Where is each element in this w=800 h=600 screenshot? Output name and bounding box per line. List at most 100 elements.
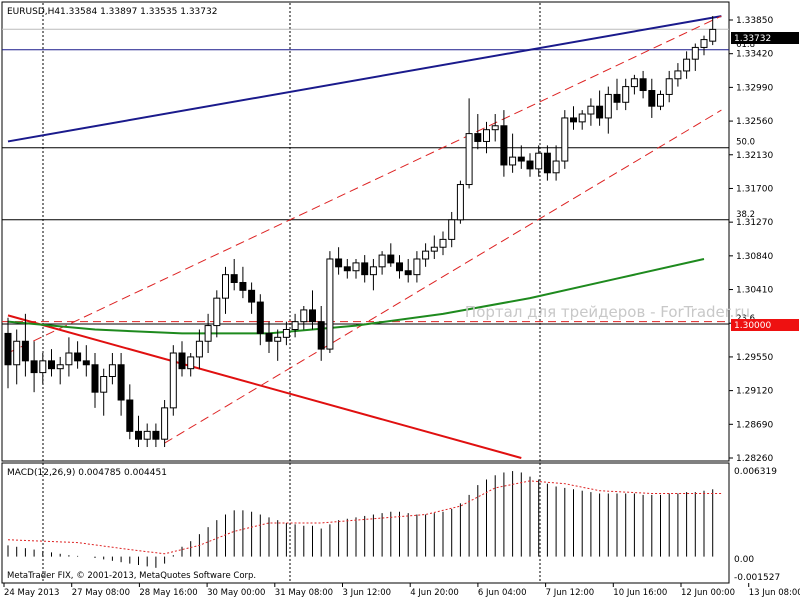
candle-bull [187, 356, 195, 370]
time-label: 6 Jun 04:00 [478, 588, 527, 598]
candle-bull [300, 309, 308, 323]
candle-bear [404, 270, 412, 276]
candle-bull [456, 184, 464, 221]
time-label: 10 Jun 16:00 [613, 588, 667, 598]
candle-bull [578, 113, 586, 123]
trend-lines [7, 15, 722, 459]
candle-bear [309, 309, 316, 323]
candle-bear [543, 152, 551, 174]
trend-line-support [7, 314, 522, 459]
candle-bear [613, 93, 621, 103]
price-tick-label: 1.28690 [736, 420, 773, 430]
fib-label: 38.2 [736, 210, 755, 220]
candle-bull [369, 266, 377, 276]
candle-bull [213, 297, 221, 327]
macd-scale-bottom: -0.001527 [734, 573, 780, 583]
candle-bull [39, 360, 47, 374]
candle-bull [587, 105, 595, 115]
candle-bull [195, 340, 203, 358]
candle-bull [665, 78, 673, 95]
candle-bull [483, 129, 490, 142]
current-price-tag [731, 32, 799, 44]
candle-bull [56, 364, 64, 370]
candle-bear [526, 160, 534, 170]
candle-bear [74, 352, 82, 362]
ohlc-label: 1.33584 1.33897 1.33535 1.33732 [60, 7, 217, 17]
price-tick-label: 1.33420 [736, 50, 773, 60]
candle-bull [691, 46, 699, 60]
price-tick-label: 1.28260 [736, 454, 773, 464]
candle-bull [535, 152, 543, 170]
time-label: 30 May 00:00 [207, 588, 265, 598]
candle-bull [700, 39, 708, 48]
horizontal-levels [2, 28, 729, 323]
moving-average-line [7, 258, 705, 335]
symbol-label: EURUSD,H4 [7, 7, 60, 17]
current-price-label: 1.33732 [734, 34, 771, 44]
candle-bear [135, 430, 142, 440]
price-tick-label: 1.31270 [736, 218, 773, 228]
candle-bear [126, 399, 134, 432]
macd-panel-frame [1, 462, 730, 584]
time-label: 24 May 2013 [4, 588, 59, 598]
candle-bear [48, 360, 55, 370]
price-tick-label: 1.32990 [736, 83, 773, 93]
macd-scale-top: 0.006319 [734, 467, 777, 477]
candle-bull [352, 262, 360, 272]
candle-bear [596, 105, 604, 119]
level-price-label: 1.30000 [734, 321, 771, 331]
time-label: 13 Jun 08:00 [749, 588, 800, 598]
candle-bear [230, 274, 238, 283]
candle-bull [430, 246, 438, 252]
candle-bull [604, 93, 612, 119]
trend-line-resistance [7, 15, 722, 143]
candle-bull [222, 274, 229, 299]
candle-bull [674, 70, 682, 80]
candle-bull [448, 219, 456, 240]
candle-bear [396, 262, 403, 272]
price-tick-label: 1.32560 [736, 117, 773, 127]
fib-label: 50.0 [736, 138, 755, 148]
candle-bear [91, 364, 99, 393]
candle-bear [648, 90, 656, 107]
candle-bull [100, 376, 108, 393]
candle-bull [161, 407, 169, 440]
candle-bull [630, 78, 638, 88]
candle-bear [256, 301, 264, 334]
time-label: 4 Jun 20:00 [410, 588, 459, 598]
macd-histogram [7, 471, 714, 568]
candle-bear [152, 430, 160, 440]
candle-bull [622, 86, 630, 103]
candle-bull [169, 352, 177, 409]
time-label: 12 Jun 00:00 [681, 588, 735, 598]
price-axis: 1.33850 1.33420 1.32990 1.32560 1.32130 1.317… [729, 16, 773, 464]
candle-bear [178, 352, 186, 370]
candle-bear [474, 133, 482, 142]
candle-bull [13, 340, 21, 366]
candle-bull [274, 336, 282, 342]
candle-bear [21, 340, 29, 362]
candle-bear [4, 332, 12, 366]
candle-bear [239, 281, 247, 291]
candles [4, 16, 717, 448]
period-separators [42, 3, 541, 583]
price-tick-label: 1.30840 [736, 252, 773, 262]
price-tick-label: 1.30410 [736, 286, 773, 296]
candle-bull [65, 352, 73, 366]
candle-bull [413, 258, 421, 276]
time-label: 31 May 08:00 [275, 588, 333, 598]
candle-bull [204, 325, 212, 342]
candle-bull [709, 28, 717, 42]
candle-bear [30, 360, 38, 374]
price-tick-label: 1.32130 [736, 151, 773, 161]
time-label: 3 Jun 12:00 [343, 588, 392, 598]
candle-bear [517, 156, 525, 162]
candle-bull [491, 125, 499, 131]
candle-bull [378, 254, 386, 268]
candle-bull [465, 133, 473, 186]
level-price-tag [731, 319, 799, 331]
candle-bull [282, 328, 290, 338]
candle-bull [561, 117, 569, 162]
time-label: 27 May 08:00 [72, 588, 130, 598]
